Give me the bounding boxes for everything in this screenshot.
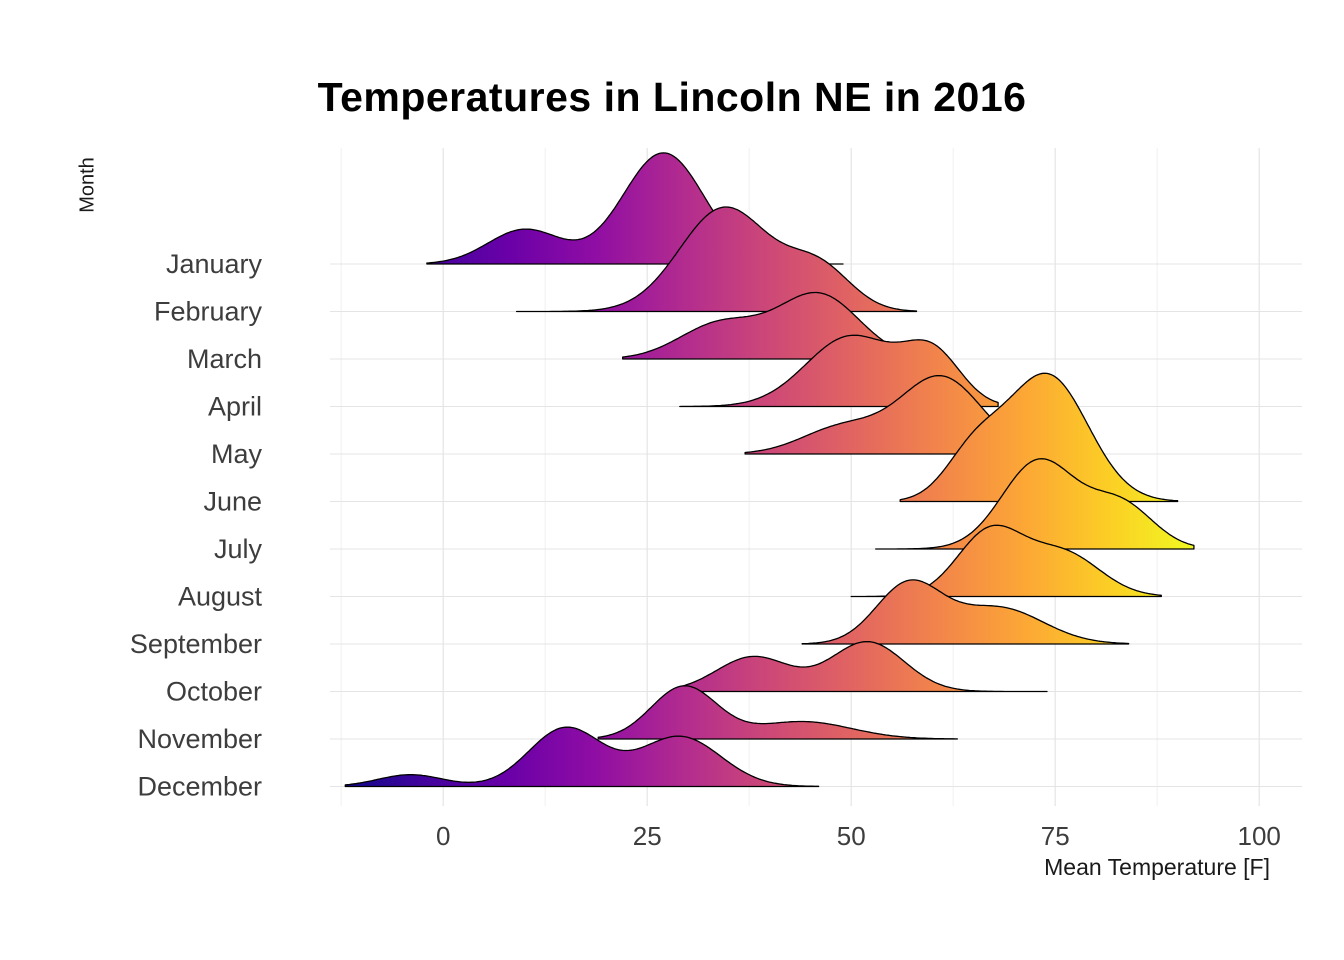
y-tick-label-august: August	[178, 582, 263, 612]
y-tick-label-september: September	[130, 629, 262, 659]
y-tick-label-july: July	[214, 534, 263, 564]
axis-labels: 0 25 50 75 100 January February March April May Ju…	[130, 249, 1281, 851]
y-tick-label-may: May	[211, 439, 263, 469]
ridge-october	[679, 640, 1048, 693]
ridge-july	[875, 458, 1195, 550]
x-axis-title: Mean Temperature [F]	[1044, 854, 1270, 880]
x-tick-label: 25	[633, 821, 662, 851]
ridge-november	[597, 685, 958, 740]
y-tick-label-february: February	[154, 297, 263, 327]
x-tick-label: 75	[1041, 821, 1070, 851]
ridge-february	[515, 206, 918, 313]
chart-title: Temperatures in Lincoln NE in 2016	[317, 74, 1027, 120]
x-tick-label: 0	[436, 821, 450, 851]
ridge-june	[899, 372, 1179, 503]
grid-lines	[330, 148, 1302, 806]
y-tick-label-november: November	[137, 724, 262, 754]
ridge-september	[801, 579, 1130, 645]
y-tick-label-june: June	[203, 487, 262, 517]
y-axis-title: Month	[76, 157, 99, 213]
y-tick-label-january: January	[166, 249, 263, 279]
x-tick-label: 100	[1238, 821, 1281, 851]
y-tick-label-december: December	[137, 772, 262, 802]
ridge-december	[344, 726, 820, 788]
y-tick-label-march: March	[187, 344, 262, 374]
y-tick-label-april: April	[208, 392, 262, 422]
x-tick-label: 50	[837, 821, 866, 851]
density-ridges	[344, 152, 1195, 788]
y-tick-label-october: October	[166, 677, 262, 707]
